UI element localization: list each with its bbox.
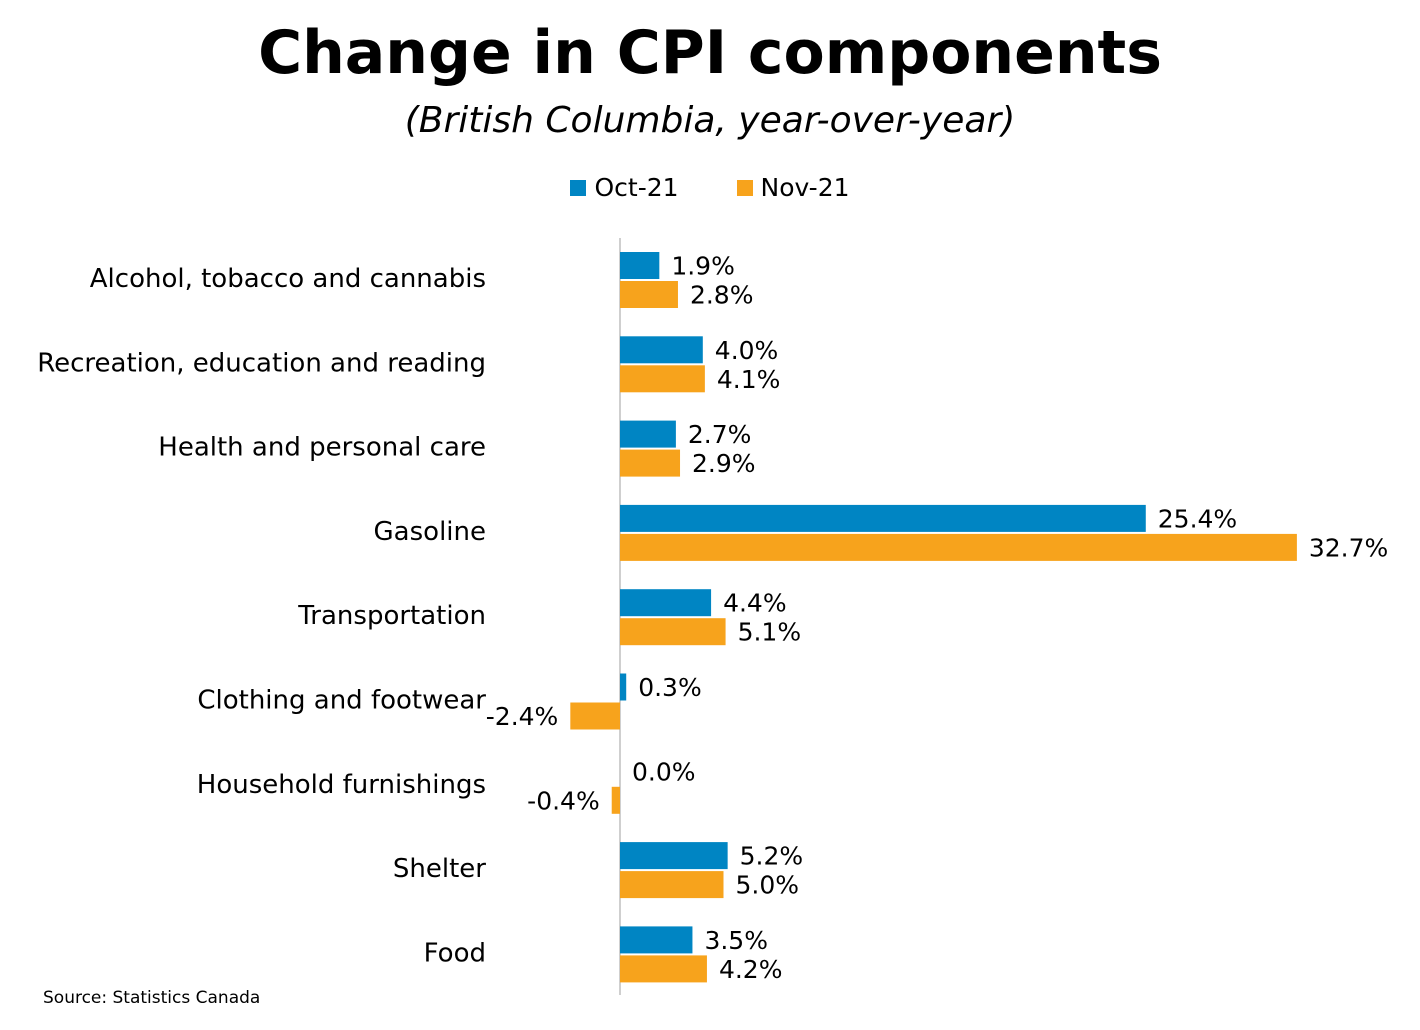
chart-subtitle: (British Columbia, year-over-year) (404, 100, 1016, 141)
data-label-nov: -0.4% (527, 786, 600, 815)
legend-item-nov: Nov-21 (736, 173, 850, 202)
category-label: Health and personal care (158, 433, 486, 463)
source-note: Source: Statistics Canada (43, 988, 261, 1008)
category-label: Gasoline (374, 517, 486, 547)
bar-oct (620, 589, 712, 617)
bar-oct (620, 673, 627, 701)
data-label-oct: 0.3% (638, 673, 702, 702)
bar-nov (620, 533, 1297, 561)
data-label-oct: 2.7% (688, 420, 752, 449)
data-label-nov: 2.8% (690, 281, 754, 310)
legend-label-oct: Oct-21 (594, 173, 679, 202)
bar-nov (620, 955, 707, 983)
data-label-nov: -2.4% (486, 702, 559, 731)
bar-oct (620, 926, 693, 954)
data-label-oct: 5.2% (740, 842, 804, 871)
bar-nov (620, 449, 681, 477)
category-label: Recreation, education and reading (37, 348, 486, 378)
chart-title: Change in CPI components (258, 18, 1162, 88)
bar-oct (620, 504, 1146, 532)
category-label: Shelter (393, 854, 486, 884)
category-label: Transportation (297, 601, 486, 631)
data-label-nov: 5.0% (736, 871, 800, 900)
bar-nov (620, 281, 678, 308)
category-label: Food (424, 938, 486, 968)
bar-oct (620, 420, 676, 448)
category-label: Household furnishings (197, 770, 486, 800)
category-label: Clothing and footwear (197, 686, 486, 716)
bar-nov (620, 365, 705, 393)
data-label-nov: 4.1% (717, 365, 781, 394)
bar-oct (620, 842, 728, 870)
data-label-oct: 4.0% (715, 336, 779, 365)
data-label-nov: 4.2% (719, 955, 783, 984)
category-label: Alcohol, tobacco and cannabis (90, 264, 486, 294)
bar-oct (620, 336, 703, 364)
legend-item-oct: Oct-21 (570, 173, 679, 202)
bar-nov (620, 618, 726, 646)
data-label-oct: 25.4% (1158, 504, 1237, 533)
data-label-oct: 3.5% (704, 926, 768, 955)
legend-label-nov: Nov-21 (760, 173, 850, 202)
data-label-oct: 0.0% (632, 757, 696, 786)
data-label-oct: 4.4% (723, 589, 787, 618)
data-label-nov: 32.7% (1309, 533, 1388, 562)
bar-nov (570, 702, 620, 730)
legend-swatch-oct (570, 179, 587, 196)
bar-nov (611, 786, 620, 814)
legend-swatch-nov (736, 179, 753, 196)
legend: Oct-21 Nov-21 (0, 173, 1420, 202)
data-label-nov: 5.1% (738, 618, 802, 647)
bar-oct (620, 252, 660, 279)
bar-nov (620, 871, 724, 899)
data-label-nov: 2.9% (692, 449, 756, 478)
data-label-oct: 1.9% (671, 252, 735, 281)
